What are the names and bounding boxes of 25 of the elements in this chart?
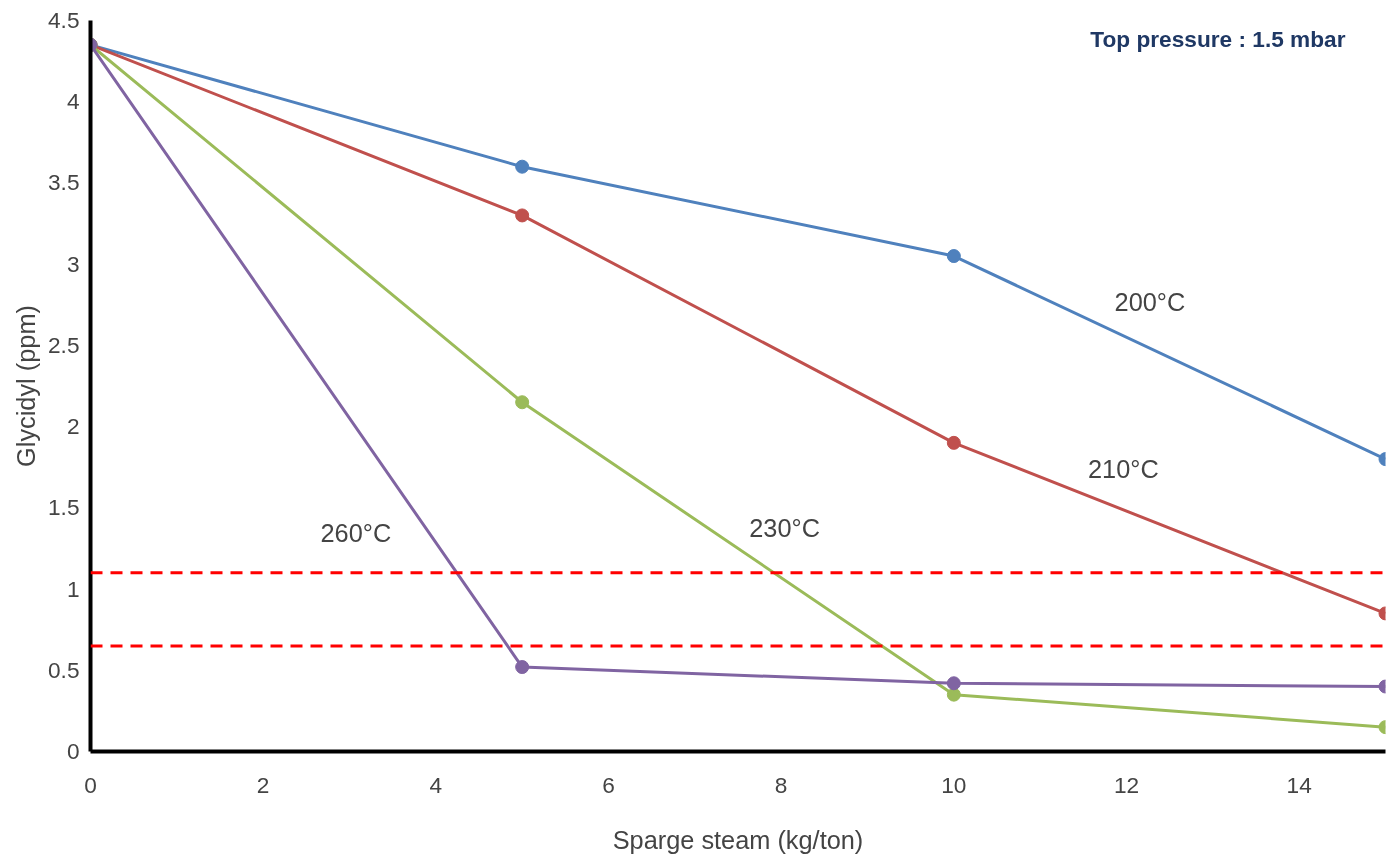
- x-axis-title: Sparge steam (kg/ton): [612, 825, 864, 854]
- x-tick-label: 2: [256, 771, 270, 798]
- y-tick-label: 0: [66, 738, 80, 764]
- y-tick-label: 1: [66, 575, 80, 602]
- y-tick-label: 3: [66, 250, 80, 277]
- y-tick-label: 4: [66, 88, 80, 115]
- y-tick-label: 2.5: [48, 331, 80, 358]
- y-tick-label: 2: [66, 413, 80, 440]
- y-tick-label: 4.5: [48, 7, 80, 33]
- x-tick-label: 8: [774, 771, 788, 798]
- series-label: 210°C: [1087, 455, 1159, 484]
- y-tick-label: 1.5: [48, 494, 80, 521]
- y-axis-title: Glycidyl (ppm): [12, 305, 40, 467]
- x-tick-label: 4: [429, 771, 443, 798]
- x-tick-label: 12: [1113, 771, 1140, 798]
- series-label: 230°C: [749, 514, 820, 543]
- x-tick-label: 14: [1286, 771, 1312, 798]
- y-tick-label: 3.5: [48, 169, 80, 196]
- x-tick-label: 6: [602, 771, 615, 798]
- series-label: 200°C: [1114, 288, 1186, 317]
- x-tick-label: 10: [941, 771, 967, 798]
- y-tick-label: 0.5: [48, 656, 80, 683]
- x-tick-label: 0: [84, 771, 97, 798]
- annotation: Top pressure : 1.5 mbar: [1090, 25, 1346, 52]
- series-label: 260°C: [320, 518, 392, 547]
